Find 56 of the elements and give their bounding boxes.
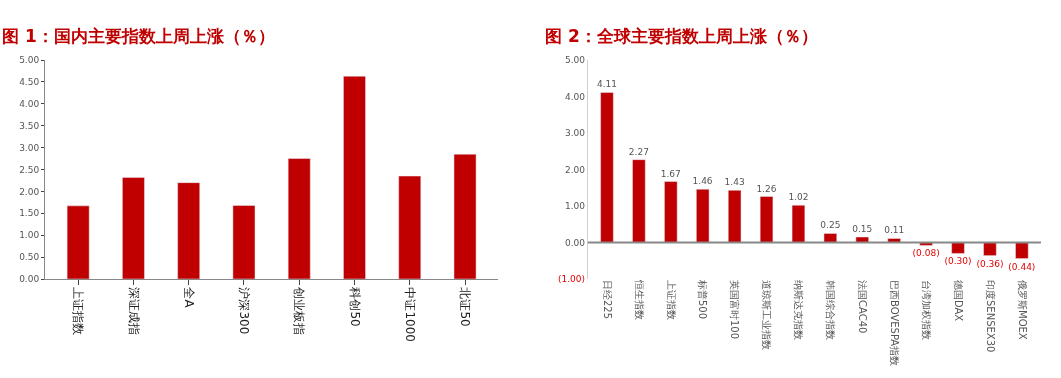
- chart-title: 图 1：国内主要指数上周上涨（％）: [2, 26, 275, 46]
- data-label: 0.15: [852, 224, 873, 235]
- y-tick-label: 3.00: [564, 128, 586, 139]
- data-label: 2.27: [628, 146, 649, 157]
- x-tick-label: 俄罗斯MOEX: [1016, 280, 1028, 340]
- x-tick-label: 德国DAX: [952, 280, 964, 322]
- data-label: (0.44): [1008, 261, 1036, 272]
- y-tick-label: 1.00: [19, 230, 40, 241]
- y-tick-label: 0.00: [19, 274, 40, 285]
- x-tick-label: 上证指数: [71, 287, 86, 336]
- data-label: (0.08): [912, 248, 940, 259]
- data-label: 1.02: [788, 192, 809, 203]
- x-tick-label: 创业板指: [292, 287, 307, 336]
- x-tick-label: 全A: [181, 287, 196, 309]
- x-tick-label: 沪深300: [237, 287, 252, 335]
- data-label: (0.36): [976, 258, 1004, 269]
- x-tick-label: 日经225: [601, 280, 613, 320]
- data-label: 4.11: [596, 79, 617, 90]
- x-tick-label: 北证50: [458, 287, 473, 327]
- x-tick-label: 韩国综合指数: [825, 280, 837, 340]
- y-tick-label: 2.50: [19, 164, 40, 175]
- x-tick-label: 标普500: [697, 279, 709, 320]
- x-tick-label: 中证1000: [402, 287, 417, 342]
- x-tick-label: 道琼斯工业指数: [761, 280, 773, 350]
- y-tick-label: 5.00: [19, 55, 40, 66]
- y-tick-label: 0.00: [564, 237, 586, 248]
- x-tick-label: 印度SENSEX30: [984, 280, 996, 353]
- data-label: 1.46: [692, 176, 713, 187]
- y-tick-label: 1.00: [564, 201, 586, 212]
- x-tick-label: 巴西BOVESPA指数: [888, 280, 900, 367]
- data-label: 1.67: [660, 168, 681, 179]
- y-tick-label: 4.00: [19, 98, 40, 109]
- x-tick-label: 法国CAC40: [857, 280, 869, 334]
- x-tick-label: 科创50: [347, 287, 362, 327]
- data-label: 0.25: [820, 220, 841, 231]
- y-tick-label: 1.50: [19, 208, 40, 219]
- y-tick-label: 2.00: [564, 164, 586, 175]
- y-tick-label: 0.50: [19, 252, 40, 263]
- x-tick-label: 上证指数: [665, 280, 677, 320]
- x-tick-label: 深证成指: [126, 287, 141, 336]
- y-tick-label: 4.00: [564, 91, 586, 102]
- y-tick-label: 5.00: [564, 55, 586, 66]
- data-label: 1.26: [756, 183, 777, 194]
- data-label: 1.43: [724, 177, 745, 188]
- x-tick-label: 台湾加权指数: [920, 280, 932, 340]
- data-label: 0.11: [884, 225, 905, 236]
- x-tick-label: 恒生指数: [633, 279, 645, 320]
- chart-title: 图 2：全球主要指数上周上涨（％）: [545, 26, 818, 46]
- x-tick-label: 纳斯达克指数: [793, 280, 805, 340]
- y-tick-label: 2.00: [19, 186, 40, 197]
- y-tick-label: (1.00): [557, 274, 586, 285]
- data-label: (0.30): [944, 256, 972, 267]
- x-tick-label: 英国富时100: [729, 280, 741, 340]
- y-tick-label: 3.00: [19, 142, 40, 153]
- y-tick-label: 4.50: [19, 77, 40, 88]
- y-tick-label: 3.50: [19, 120, 40, 131]
